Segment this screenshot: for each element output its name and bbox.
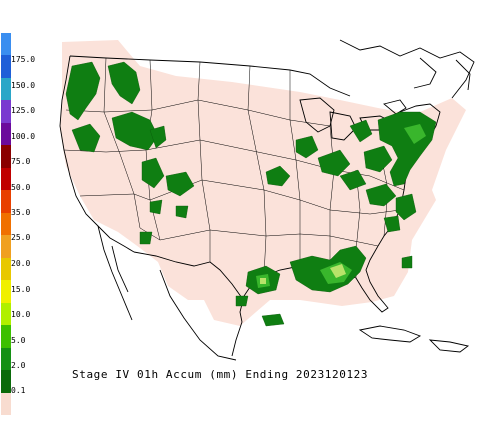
legend-swatch (1, 392, 11, 416)
legend-swatch (1, 235, 11, 259)
legend-swatch (1, 190, 11, 214)
map-caption: Stage IV 01h Accum (mm) Ending 202312012… (72, 368, 369, 381)
legend-swatch (1, 325, 11, 349)
legend-swatch (1, 77, 11, 101)
legend-label: 100.0 (11, 132, 36, 141)
legend-swatch (1, 257, 11, 281)
legend-label: 2.0 (11, 361, 26, 370)
legend-swatch (1, 280, 11, 304)
legend-label: 15.0 (11, 285, 31, 294)
legend-swatch (1, 370, 11, 394)
legend-label: 125.0 (11, 106, 36, 115)
legend-label: 10.0 (11, 310, 31, 319)
legend-label: 0.1 (11, 386, 26, 395)
legend-swatch (1, 212, 11, 236)
legend-swatch (1, 302, 11, 326)
legend-swatch (1, 167, 11, 191)
legend-swatch (1, 145, 11, 169)
legend-label: 5.0 (11, 336, 26, 345)
state-borders (63, 57, 405, 278)
legend-label: 150.0 (11, 81, 36, 90)
legend-swatch (1, 33, 11, 56)
legend-label: 50.0 (11, 183, 31, 192)
legend-label: 75.0 (11, 157, 31, 166)
legend-swatch (1, 347, 11, 371)
legend-swatch (1, 122, 11, 146)
legend-label: 175.0 (11, 55, 36, 64)
legend-label: 25.0 (11, 233, 31, 242)
legend-colorbar (1, 33, 11, 416)
precip-areas-heavy (260, 264, 346, 284)
legend-label: 20.0 (11, 259, 31, 268)
legend-swatch (1, 55, 11, 79)
coverage-area (60, 40, 466, 326)
legend-swatch (1, 100, 11, 124)
legend-label: 35.0 (11, 208, 31, 217)
